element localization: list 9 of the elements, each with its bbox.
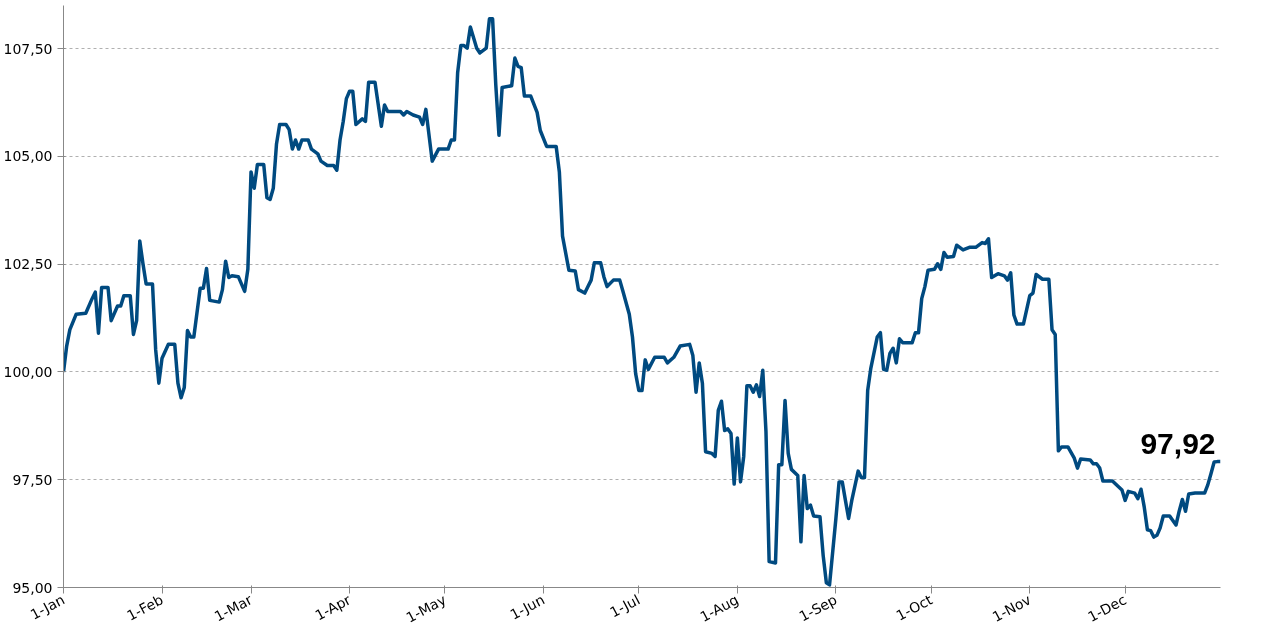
y-tick-label: 102,50 — [3, 256, 53, 273]
x-tick-label: 1-Jul — [607, 591, 643, 621]
y-tick-label: 107,50 — [3, 40, 53, 57]
y-tick-label: 97,50 — [12, 471, 53, 488]
y-tick-label: 95,00 — [12, 579, 53, 596]
annotation: 97,92 — [1140, 426, 1216, 460]
x-tick-label: 1-Jun — [507, 591, 548, 623]
y-tick-label: 100,00 — [3, 363, 53, 380]
y-tick-label: 105,00 — [3, 148, 53, 165]
